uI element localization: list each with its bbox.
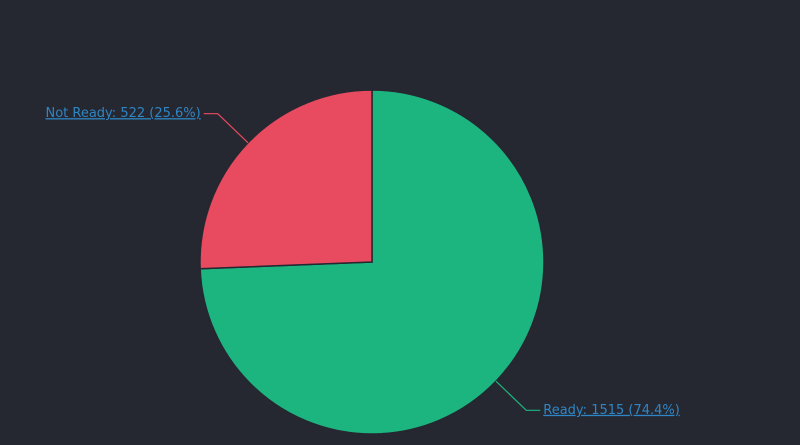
pie-slice [199,89,373,270]
slice-label[interactable]: Ready: 1515 (74.4%) [543,403,680,418]
slice-label[interactable]: Not Ready: 522 (25.6%) [45,106,200,121]
leader-line [495,380,541,411]
leader-line [203,113,249,144]
